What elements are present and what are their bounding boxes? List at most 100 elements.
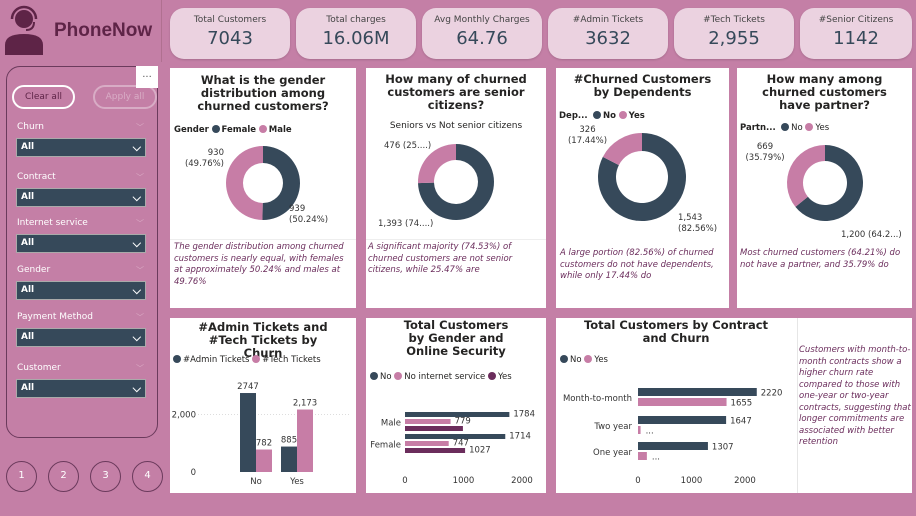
slicer-value: All xyxy=(21,192,35,202)
data-label: 2220 xyxy=(761,389,783,399)
chart-title: What is the gender distribution among ch… xyxy=(197,73,329,113)
bar[interactable] xyxy=(240,393,256,472)
x-tick-label: 1000 xyxy=(681,476,703,486)
bar[interactable] xyxy=(638,398,727,406)
chevron-down-icon: ⌵ xyxy=(132,191,141,204)
data-label: 2747 xyxy=(237,382,259,392)
chevron-down-icon[interactable]: ﹀ xyxy=(136,313,144,322)
bar[interactable] xyxy=(638,388,757,396)
kpi-card: #Admin Tickets 3632 xyxy=(548,8,668,59)
slicer-value: All xyxy=(21,332,35,342)
y-category-label: Male xyxy=(381,419,401,429)
clear-all-button[interactable]: Clear all xyxy=(12,85,75,109)
bar[interactable] xyxy=(405,419,451,424)
bar[interactable] xyxy=(405,448,466,453)
kpi-label: #Senior Citizens xyxy=(818,15,894,25)
partner-churn-panel: How many among churned customers have pa… xyxy=(737,68,912,308)
donut-slice[interactable] xyxy=(225,146,263,220)
bar[interactable] xyxy=(297,409,313,472)
column-chart: 0 2,000 2747 782 No 885 2,173 Yes xyxy=(172,382,350,487)
donut-slice[interactable] xyxy=(598,133,686,222)
bar[interactable] xyxy=(638,452,647,460)
y-category-label: Month-to-month xyxy=(563,394,632,404)
data-label: 1784 xyxy=(513,410,535,420)
dependents-churn-panel: #Churned Customers by Dependents Dep... … xyxy=(556,68,729,308)
legend-no: No xyxy=(570,355,582,365)
bar[interactable] xyxy=(405,441,449,446)
chevron-down-icon[interactable]: ﹀ xyxy=(136,364,144,373)
donut-slice[interactable] xyxy=(418,144,456,184)
kpi-card: Total charges 16.06M xyxy=(296,8,416,59)
data-label: ... xyxy=(646,427,654,437)
slicer-label: Churn xyxy=(17,122,44,132)
slicer-dropdown[interactable]: All ⌵ xyxy=(16,234,146,253)
page-button[interactable]: 2 xyxy=(48,461,79,492)
donut-slice[interactable] xyxy=(787,145,825,207)
data-label-not-senior: 1,393 (74....) xyxy=(378,219,434,229)
legend-female: Female xyxy=(221,125,257,135)
kpi-value: 7043 xyxy=(207,28,253,49)
slicer-label: Customer xyxy=(17,363,61,373)
chevron-down-icon[interactable]: ﹀ xyxy=(136,123,144,132)
chevron-down-icon: ⌵ xyxy=(132,284,141,297)
insight-text: Most churned customers (64.21%) do not h… xyxy=(740,248,901,270)
chevron-down-icon[interactable]: ﹀ xyxy=(136,219,144,228)
page-button[interactable]: 1 xyxy=(6,461,37,492)
page-button[interactable]: 4 xyxy=(132,461,163,492)
bar[interactable] xyxy=(281,446,297,472)
slicer-value: All xyxy=(21,285,35,295)
bar[interactable] xyxy=(638,426,641,434)
data-label: 782 xyxy=(256,439,272,449)
chart-title: Total Customers by Contract and Churn xyxy=(583,318,769,345)
slicer-value: All xyxy=(21,238,35,248)
legend: No No internet service Yes xyxy=(370,372,512,382)
page-button[interactable]: 3 xyxy=(90,461,121,492)
x-tick-label: Yes xyxy=(289,477,304,487)
donut-slice[interactable] xyxy=(795,145,863,221)
more-options-button[interactable]: ... xyxy=(136,66,158,88)
data-label-male: 930 (49.76%) xyxy=(184,148,224,169)
chart-title: How many among churned customers have pa… xyxy=(762,72,887,112)
donut-slice[interactable] xyxy=(418,144,494,220)
legend-no: No xyxy=(603,111,616,121)
slicer-dropdown[interactable]: All ⌵ xyxy=(16,379,146,398)
chart-title: #Admin Tickets and #Tech Tickets by Chur… xyxy=(198,320,328,360)
legend: Partn... No Yes xyxy=(740,123,829,133)
bar[interactable] xyxy=(638,416,727,424)
bar[interactable] xyxy=(256,449,272,472)
x-tick-label: 0 xyxy=(402,476,407,486)
legend-title: Partn... xyxy=(740,123,776,133)
slicer-label: Gender xyxy=(17,265,51,275)
chevron-down-icon[interactable]: ﹀ xyxy=(136,266,144,275)
data-label-no: 1,200 (64.2...) xyxy=(841,230,902,240)
senior-churn-panel: How many of churned customers are senior… xyxy=(366,68,546,308)
apply-all-button[interactable]: Apply all xyxy=(93,85,157,109)
legend-admin: #Admin Tickets xyxy=(183,355,250,365)
bar[interactable] xyxy=(405,434,506,439)
legend-no-internet: No internet service xyxy=(404,372,486,382)
chevron-down-icon[interactable]: ﹀ xyxy=(136,173,144,182)
slicer-dropdown[interactable]: All ⌵ xyxy=(16,328,146,347)
donut-slice[interactable] xyxy=(602,133,642,166)
kpi-card: #Senior Citizens 1142 xyxy=(800,8,912,59)
legend: Dep... No Yes xyxy=(559,111,645,121)
bar[interactable] xyxy=(405,412,510,417)
donut-chart xyxy=(787,145,863,221)
donut-slice[interactable] xyxy=(262,146,300,220)
chevron-down-icon: ⌵ xyxy=(132,382,141,395)
legend-yes: Yes xyxy=(628,111,645,121)
kpi-label: Total charges xyxy=(326,15,386,25)
legend-no: No xyxy=(791,123,803,133)
bar[interactable] xyxy=(405,426,463,431)
data-label: 747 xyxy=(453,439,469,449)
kpi-label: Total Customers xyxy=(193,15,267,25)
kpi-card: Total Customers 7043 xyxy=(170,8,290,59)
slicer-dropdown[interactable]: All ⌵ xyxy=(16,138,146,157)
legend-male: Male xyxy=(268,125,292,135)
slicer-dropdown[interactable]: All ⌵ xyxy=(16,188,146,207)
slicer-dropdown[interactable]: All ⌵ xyxy=(16,281,146,300)
kpi-label: #Admin Tickets xyxy=(572,15,644,25)
bar[interactable] xyxy=(638,442,708,450)
slicer-label: Internet service xyxy=(17,218,88,228)
